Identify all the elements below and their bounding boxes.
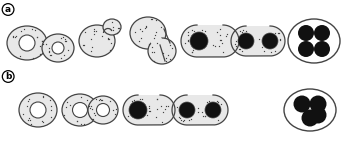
- Circle shape: [298, 25, 314, 41]
- Ellipse shape: [19, 93, 57, 127]
- Circle shape: [309, 107, 327, 123]
- Circle shape: [314, 25, 330, 41]
- Ellipse shape: [288, 19, 340, 63]
- Circle shape: [145, 95, 175, 125]
- Circle shape: [302, 110, 319, 127]
- Circle shape: [262, 33, 278, 49]
- Circle shape: [96, 103, 109, 116]
- Circle shape: [52, 42, 64, 54]
- Ellipse shape: [88, 96, 118, 124]
- Ellipse shape: [62, 94, 98, 126]
- Circle shape: [129, 101, 147, 119]
- Circle shape: [123, 95, 153, 125]
- Ellipse shape: [7, 26, 47, 60]
- Circle shape: [73, 103, 88, 118]
- Circle shape: [181, 25, 213, 57]
- Circle shape: [238, 33, 254, 49]
- Circle shape: [19, 35, 35, 51]
- Polygon shape: [246, 26, 270, 56]
- Polygon shape: [138, 95, 160, 125]
- Ellipse shape: [42, 34, 74, 62]
- Ellipse shape: [148, 38, 176, 64]
- Circle shape: [207, 25, 239, 57]
- Circle shape: [205, 102, 221, 118]
- Circle shape: [179, 102, 195, 118]
- Circle shape: [309, 95, 327, 112]
- Ellipse shape: [103, 19, 121, 35]
- Circle shape: [190, 32, 208, 50]
- Ellipse shape: [79, 25, 115, 57]
- Polygon shape: [197, 25, 223, 57]
- Text: b: b: [5, 72, 11, 81]
- Circle shape: [298, 41, 314, 57]
- Circle shape: [198, 95, 228, 125]
- Polygon shape: [144, 31, 168, 53]
- Polygon shape: [187, 95, 213, 125]
- Circle shape: [314, 41, 330, 57]
- Text: a: a: [5, 5, 11, 14]
- Ellipse shape: [130, 17, 166, 49]
- Circle shape: [172, 95, 202, 125]
- Circle shape: [294, 95, 310, 112]
- Circle shape: [231, 26, 261, 56]
- Ellipse shape: [284, 89, 336, 131]
- Circle shape: [30, 102, 46, 118]
- Circle shape: [255, 26, 285, 56]
